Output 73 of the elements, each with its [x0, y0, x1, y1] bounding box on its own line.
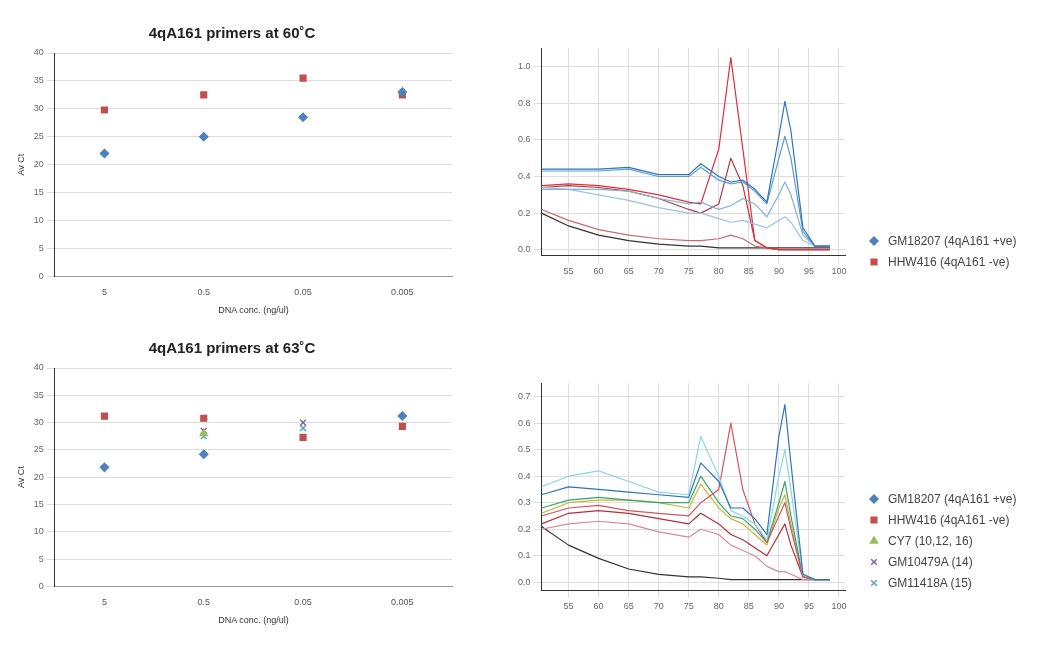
y-tick-label: 0.7	[518, 391, 531, 402]
y-tick-label: 20	[33, 159, 44, 170]
legend-label: HHW416 (4qA161 -ve)	[888, 254, 1010, 269]
x-tick-label: 60	[593, 266, 604, 277]
x-tick-label: 5	[101, 287, 107, 298]
x-tick-label: 95	[803, 266, 814, 277]
chart-title: 4qA161 primers at 63˚C	[148, 339, 316, 357]
y-tick-label: 20	[33, 471, 44, 482]
y-tick-label: 35	[33, 75, 44, 86]
x-tick-label: 75	[683, 266, 694, 277]
x-tick-label: 90	[773, 266, 784, 277]
x-axis-title: DNA conc. (ng/ul)	[218, 615, 289, 626]
y-tick-label: 0.3	[518, 497, 531, 508]
x-tick-label: 90	[773, 601, 784, 612]
y-tick-label: 0	[38, 580, 44, 591]
y-tick-label: 30	[33, 417, 44, 428]
x-tick-label: 65	[623, 266, 634, 277]
y-tick-label: 15	[33, 187, 44, 198]
x-axis-title: DNA conc. (ng/ul)	[218, 305, 289, 316]
y-tick-label: 0.2	[518, 207, 531, 218]
legend-label: GM18207 (4qA161 +ve)	[888, 233, 1017, 248]
x-tick-label: 85	[743, 601, 754, 612]
x-tick-label: 5	[101, 597, 107, 608]
x-tick-label: 85	[743, 266, 754, 277]
y-tick-label: 15	[33, 498, 44, 509]
chart-title: 4qA161 primers at 60˚C	[148, 24, 316, 42]
y-axis-title: Av Ct	[15, 465, 26, 489]
x-tick-label: 0.5	[197, 597, 211, 608]
y-tick-label: 0.5	[518, 444, 531, 455]
x-tick-label: 95	[803, 601, 814, 612]
y-tick-label: 0.0	[518, 576, 531, 587]
x-tick-label: 100	[831, 266, 847, 277]
legend-label: GM11418A (15)	[888, 575, 972, 590]
x-tick-label: 80	[713, 266, 724, 277]
x-tick-label: 75	[683, 601, 694, 612]
y-tick-label: 40	[33, 47, 44, 58]
x-tick-label: 0.5	[197, 287, 211, 298]
x-tick-label: 55	[563, 266, 574, 277]
y-axis-title: Av Ct	[15, 153, 26, 176]
y-tick-label: 0.4	[518, 470, 531, 481]
x-tick-label: 55	[563, 601, 574, 612]
x-tick-label: 60	[593, 601, 604, 612]
x-tick-label: 0.05	[294, 597, 312, 608]
y-tick-label: 0.6	[518, 134, 531, 145]
y-tick-label: 0.4	[518, 170, 531, 181]
y-tick-label: 0	[38, 270, 44, 281]
x-tick-label: 0.005	[391, 597, 414, 608]
y-tick-label: 10	[33, 526, 44, 537]
y-tick-label: 25	[33, 131, 44, 142]
legend-label: CY7 (10,12, 16)	[888, 533, 973, 548]
y-tick-label: 0.1	[518, 550, 531, 561]
y-tick-label: 30	[33, 103, 44, 114]
legend-label: GM10479A (14)	[888, 554, 973, 569]
y-tick-label: 5	[38, 553, 44, 564]
x-tick-label: 70	[653, 266, 664, 277]
x-tick-label: 80	[713, 601, 724, 612]
y-tick-label: 10	[33, 215, 44, 226]
y-tick-label: 0.8	[518, 97, 531, 108]
y-tick-label: 40	[33, 362, 44, 373]
x-tick-label: 65	[623, 601, 634, 612]
x-tick-label: 100	[831, 601, 847, 612]
y-tick-label: 0.2	[518, 523, 531, 534]
legend-label: GM18207 (4qA161 +ve)	[888, 491, 1017, 506]
x-tick-label: 0.05	[294, 287, 312, 298]
y-tick-label: 1.0	[518, 61, 531, 72]
y-tick-label: 5	[38, 242, 44, 253]
y-tick-label: 35	[33, 389, 44, 400]
x-tick-label: 0.005	[391, 287, 414, 298]
y-tick-label: 0.6	[518, 417, 531, 428]
y-tick-label: 25	[33, 444, 44, 455]
y-tick-label: 0.0	[518, 244, 531, 255]
legend-label: HHW416 (4qA161 -ve)	[888, 512, 1010, 527]
x-tick-label: 70	[653, 601, 664, 612]
